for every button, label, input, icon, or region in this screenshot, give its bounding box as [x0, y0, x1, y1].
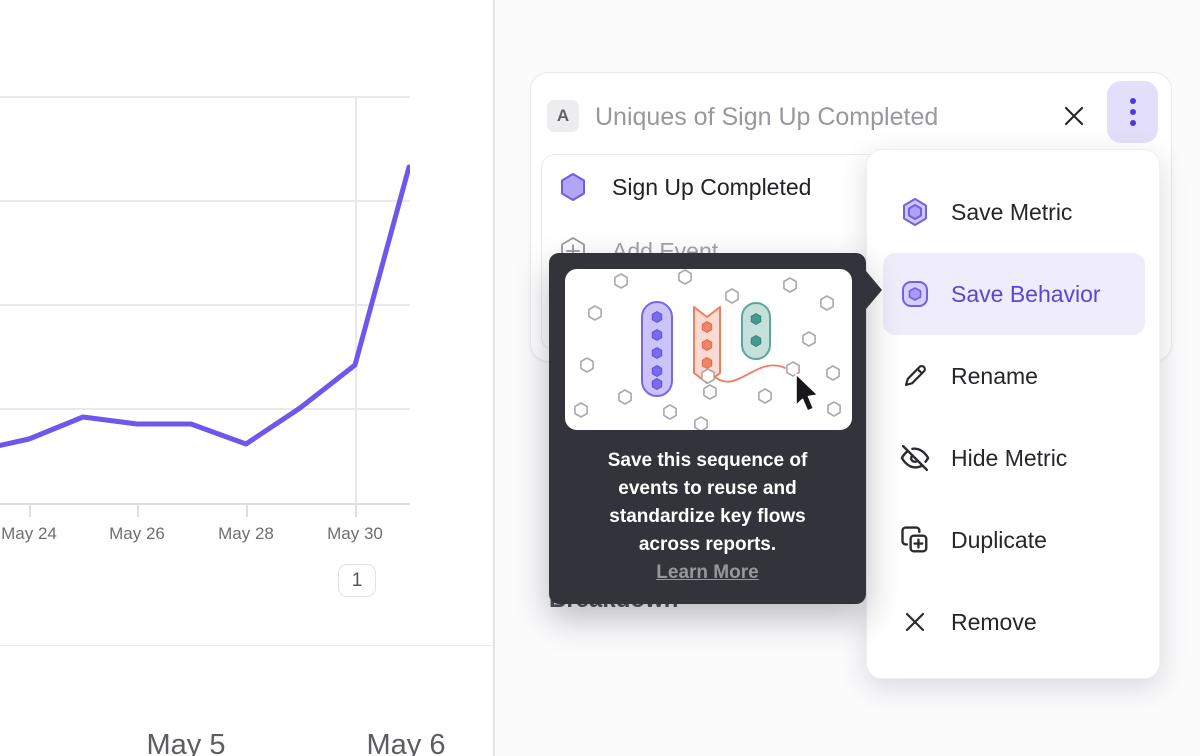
menu-item-rename[interactable]: Rename	[883, 335, 1145, 417]
x-axis	[0, 503, 410, 505]
duplicate-icon	[901, 526, 928, 553]
menu-item-label: Remove	[951, 608, 1037, 635]
gridline	[0, 96, 410, 98]
close-icon	[1064, 106, 1084, 126]
chart-line	[0, 164, 410, 448]
x-icon	[905, 612, 925, 632]
tooltip-line: standardize key flows	[609, 506, 806, 527]
gridline	[0, 408, 410, 410]
save-behavior-tooltip: Save this sequence of events to reuse an…	[549, 253, 882, 604]
close-metric-button[interactable]	[1061, 103, 1087, 129]
eye-off-icon	[900, 444, 930, 472]
tooltip-caret	[866, 271, 882, 309]
chart-canvas	[0, 164, 410, 448]
metric-options-kebab-button[interactable]	[1107, 81, 1158, 143]
tooltip-line: events to reuse and	[618, 478, 797, 499]
save-behavior-icon	[902, 281, 928, 307]
x-tick-label: May 24	[1, 524, 57, 543]
menu-item-hide-metric[interactable]: Hide Metric	[883, 417, 1145, 499]
cursor-arrow-icon	[795, 373, 819, 412]
menu-item-duplicate[interactable]: Duplicate	[883, 499, 1145, 581]
tooltip-line: Save this sequence of	[607, 450, 808, 471]
behavior-sequence-illustration-icon	[574, 269, 841, 432]
kebab-dot-icon	[1129, 98, 1136, 104]
tooltip-text: Save this sequence of events to reuse an…	[549, 447, 866, 587]
menu-item-label: Hide Metric	[951, 444, 1068, 471]
metric-letter-badge: A	[547, 100, 579, 132]
menu-item-save-behavior[interactable]: Save Behavior	[883, 253, 1145, 335]
bottom-chart-date-label: May 6	[366, 729, 446, 756]
pencil-icon	[904, 365, 926, 387]
gridline	[0, 304, 410, 306]
x-tick-label: May 28	[218, 524, 274, 543]
x-tick-label: May 26	[109, 524, 165, 543]
event-row-sign-up-completed[interactable]: Sign Up Completed	[542, 155, 1158, 219]
bottom-chart-date-label: May 5	[146, 729, 226, 756]
vertical-divider	[493, 0, 495, 756]
event-hexagon-icon	[561, 173, 585, 201]
menu-item-remove[interactable]: Remove	[883, 581, 1145, 663]
metric-options-menu: Save Metric Save Behavior Rename	[866, 149, 1160, 679]
menu-item-label: Rename	[951, 362, 1038, 389]
tooltip-illustration	[565, 269, 852, 432]
menu-item-label: Save Behavior	[951, 280, 1101, 307]
section-divider	[0, 645, 494, 646]
menu-item-label: Duplicate	[951, 526, 1047, 553]
kebab-dot-icon	[1129, 109, 1136, 115]
pagination-button[interactable]: 1	[338, 564, 376, 597]
axis-tick	[29, 503, 31, 517]
x-tick-label: May 30	[327, 524, 383, 543]
event-label: Sign Up Completed	[612, 173, 812, 200]
metric-card-title: Uniques of Sign Up Completed	[595, 103, 939, 131]
axis-tick	[246, 503, 248, 517]
axis-tick	[137, 503, 139, 517]
axis-tick	[355, 503, 357, 517]
gridline	[355, 96, 357, 503]
gridline	[0, 200, 410, 202]
save-metric-hexagon-icon	[903, 198, 927, 226]
kebab-dot-icon	[1129, 120, 1136, 126]
menu-item-label: Save Metric	[951, 198, 1073, 225]
menu-item-save-metric[interactable]: Save Metric	[883, 171, 1145, 253]
tooltip-line: across reports.	[638, 534, 777, 555]
learn-more-link[interactable]: Learn More	[656, 562, 759, 583]
